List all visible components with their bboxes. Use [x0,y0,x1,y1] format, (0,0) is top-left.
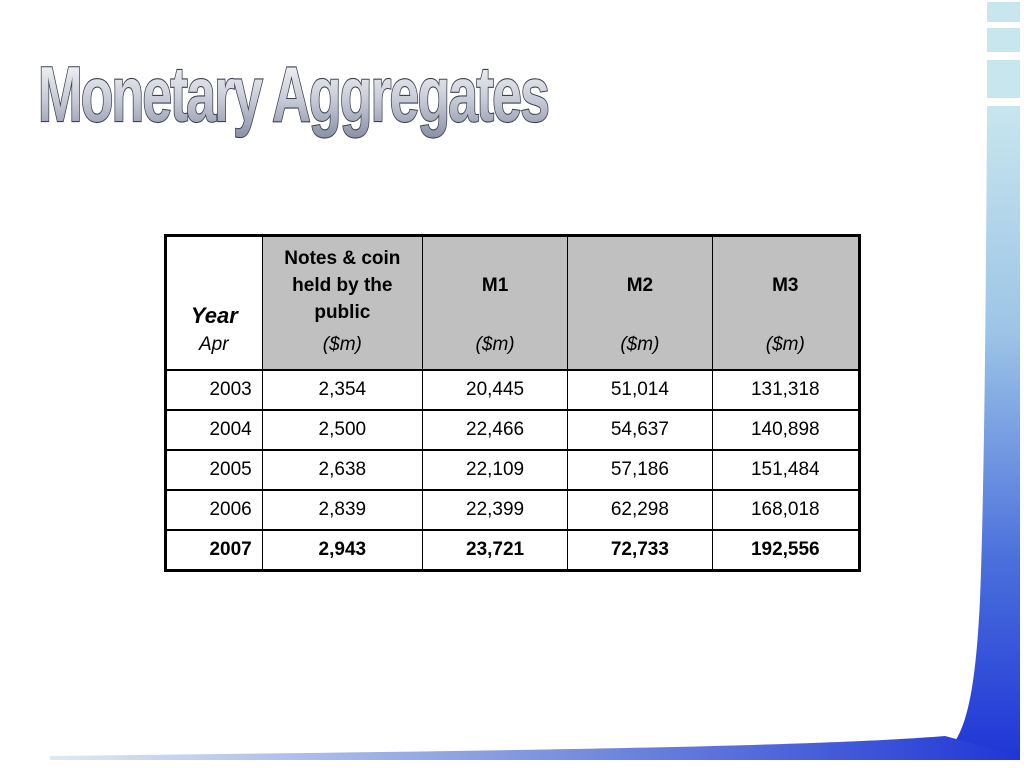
m1-cell: 22,399 [421,490,569,531]
notes-coin-cell: 2,354 [261,370,423,411]
year-cell: 2003 [165,370,263,411]
m2-cell: 72,733 [567,530,713,571]
unit-label-m3: ($m) [711,333,861,371]
m2-cell: 51,014 [567,370,713,411]
m3-cell: 192,556 [711,530,861,571]
decor-side-bar [940,106,1020,758]
table-row: 2003 2,354 20,445 51,014 131,318 [165,370,861,411]
table-unit-row: Apr ($m) ($m) ($m) ($m) [165,333,861,371]
m1-cell: 22,466 [421,410,569,451]
year-cell: 2004 [165,410,263,451]
notes-coin-cell: 2,500 [261,410,423,451]
year-cell: 2005 [165,450,263,491]
m1-cell: 23,721 [421,530,569,571]
decor-square-1 [987,2,1020,22]
slide-title: Monetary Aggregates [38,51,548,139]
notes-coin-cell: 2,638 [261,450,423,491]
m3-cell: 131,318 [711,370,861,411]
slide-title-graphic: Monetary Aggregates [37,50,551,139]
table-row: 2007 2,943 23,721 72,733 192,556 [165,530,861,571]
decor-square-2 [987,28,1020,52]
m3-cell: 140,898 [711,410,861,451]
notes-coin-cell: 2,839 [261,490,423,531]
decor-square-3 [987,60,1020,98]
table-row: 2004 2,500 22,466 54,637 140,898 [165,410,861,451]
year-column-header: Year [165,235,263,333]
year-cell: 2006 [165,490,263,531]
table-header-row: Year Notes & coin held by the public M1 … [165,235,861,333]
month-label: Apr [165,333,263,371]
column-header-notes-coin: Notes & coin held by the public [261,235,423,333]
m2-cell: 62,298 [567,490,713,531]
table-row: 2006 2,839 22,399 62,298 168,018 [165,490,861,531]
decor-bottom-swoosh [50,736,1020,760]
m1-cell: 22,109 [421,450,569,491]
table-row: 2005 2,638 22,109 57,186 151,484 [165,450,861,491]
unit-label-m2: ($m) [567,333,713,371]
year-cell: 2007 [165,530,263,571]
unit-label-notes-coin: ($m) [261,333,423,371]
notes-coin-cell: 2,943 [261,530,423,571]
m3-cell: 168,018 [711,490,861,531]
unit-label-m1: ($m) [421,333,569,371]
m3-cell: 151,484 [711,450,861,491]
column-header-m1: M1 [421,235,569,333]
m2-cell: 57,186 [567,450,713,491]
m1-cell: 20,445 [421,370,569,411]
monetary-aggregates-table: Year Notes & coin held by the public M1 … [164,234,861,572]
column-header-m3: M3 [711,235,861,333]
m2-cell: 54,637 [567,410,713,451]
column-header-m2: M2 [567,235,713,333]
